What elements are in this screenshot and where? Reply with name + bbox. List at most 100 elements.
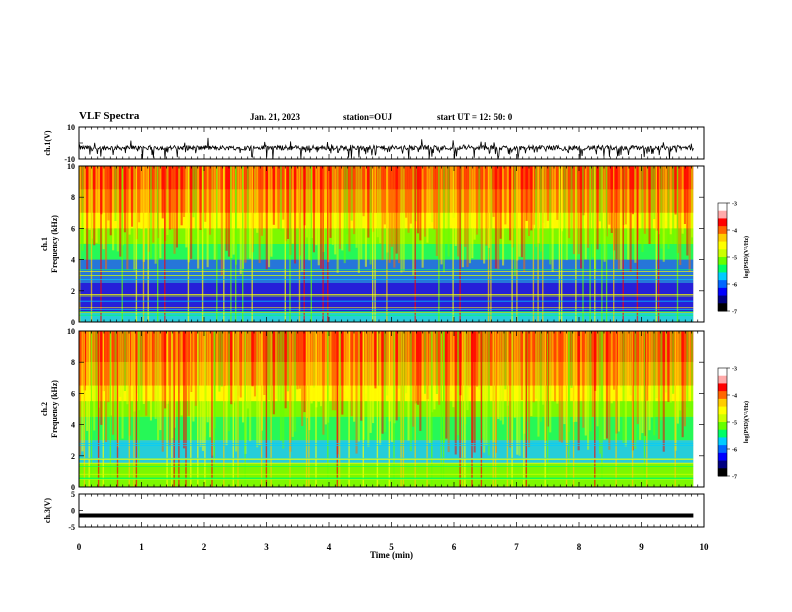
ch1-spectrogram-streak: [643, 166, 646, 234]
ch2-spectrogram-streak: [497, 331, 500, 419]
start-time-label: start UT = 12: 50: 0: [437, 112, 513, 122]
ch1-spectrogram-streak: [192, 166, 195, 218]
ch1-colorbar-tick-label: -5: [732, 256, 737, 262]
ch2-spectrogram-streak: [686, 331, 689, 408]
ch2-colorbar-segment: [718, 383, 727, 392]
ch1-spectrogram-impulse: [594, 166, 596, 322]
ch1-spectrogram-impulse: [414, 166, 416, 322]
ch1-spectrogram-streak: [551, 166, 554, 272]
ch2-spectrogram-streak: [676, 331, 679, 424]
ch1-spectrogram-streak: [476, 166, 479, 235]
ch2-spectrogram-streak: [268, 331, 271, 401]
ch1-spectrogram-streak: [674, 166, 677, 215]
ch2-spectrogram-ytick-label: 10: [67, 327, 75, 336]
ch1-spectrogram-impulse: [613, 166, 615, 322]
ch1-spectrogram-streak: [461, 166, 464, 268]
ch2-spectrogram-streak: [105, 331, 108, 442]
ch2-spectrogram-streak: [641, 331, 644, 434]
ch1-spectrogram-streak: [608, 166, 611, 225]
ch1-spectrogram-impulse: [230, 166, 232, 322]
ch2-spectrogram-streak: [320, 331, 323, 407]
ch2-spectrogram-streak: [473, 331, 476, 453]
ch1-spectrogram-streak: [409, 166, 412, 224]
ch1-spectrogram-streak: [107, 166, 110, 221]
ch2-spectrogram-ytick-label: 2: [71, 452, 75, 461]
ch1-spectrogram-streak: [95, 166, 98, 243]
ch2-spectrogram-streak: [140, 331, 143, 416]
ch1-spectrogram-streak: [610, 166, 613, 233]
ch1-spectrogram-streak: [686, 166, 689, 256]
ch1-spectrogram-streak: [81, 166, 84, 251]
ch2-spectrogram-streak: [218, 331, 221, 392]
ch1-spectrogram-streak: [126, 166, 129, 270]
ch2-spectrogram-streak: [577, 331, 580, 451]
ch2-spectrogram-streak: [206, 331, 209, 423]
ch2-spectrogram-streak: [582, 331, 585, 428]
ch1-spectrogram-streak: [554, 166, 557, 218]
ch1-spectrogram-impulse: [601, 166, 603, 322]
ch1-spectrogram-streak: [506, 166, 509, 225]
ch1-spectrogram-ytick-label: 0: [71, 318, 75, 327]
ch2-spectrogram-band: [79, 401, 694, 417]
ch2-spectrogram-streak: [301, 331, 304, 426]
ch2-colorbar-segment: [718, 391, 727, 400]
ch1-spectrogram-streak: [620, 166, 623, 270]
ch2-spectrogram-band: [79, 463, 694, 487]
ch2-spectrogram-impulse: [305, 331, 308, 487]
ch1-spectrogram-streak: [161, 166, 164, 219]
ch1-spectrogram-streak: [364, 166, 367, 267]
ch1-spectrogram-streak: [199, 166, 202, 230]
ch2-spectrogram-impulse: [237, 331, 239, 487]
ch2-colorbar-segment: [718, 414, 727, 423]
ch2-spectrogram-streak: [629, 331, 632, 396]
ch2-spectrogram-streak: [580, 331, 583, 399]
ch2-spectrogram-ytick-label: 4: [71, 421, 75, 430]
ch1-spectrogram-streak: [662, 166, 665, 262]
ch2-spectrogram-streak: [263, 331, 266, 395]
ch2-spectrogram-streak: [620, 331, 623, 388]
ch1-spectrogram-impulse: [135, 166, 138, 322]
ch1-spectrogram-streak: [154, 166, 157, 264]
ch2-spectrogram-streak: [324, 331, 327, 425]
ch1-spectrogram-impulse: [438, 166, 440, 322]
ch1-spectrogram-impulse: [216, 166, 218, 322]
ch1-spectrogram-streak: [178, 166, 181, 228]
ch1-spectrogram-streak: [683, 166, 686, 224]
ch1-colorbar-tick-label: -4: [732, 229, 737, 235]
ch3-ytick-label: 0: [71, 507, 75, 516]
ch2-spectrogram-streak: [450, 331, 453, 392]
ch1-spectrogram-streak: [291, 166, 294, 244]
ch1-spectrogram-impulse: [235, 166, 237, 322]
ch2-spectrogram-impulse: [525, 331, 527, 487]
ch1-spectrogram-streak: [568, 166, 571, 239]
ch2-spectrogram-impulse: [431, 331, 433, 487]
ch1-spectrogram-impulse: [676, 166, 679, 322]
ch1-spectrogram-impulse: [636, 166, 639, 322]
ch1-spectrogram-streak: [634, 166, 637, 263]
ch2-spectrogram-impulse: [223, 331, 225, 487]
ch1-spectrogram-streak: [211, 166, 214, 228]
ch1-spectrogram-streak: [93, 166, 96, 246]
ch1-spectrogram-streak: [565, 166, 568, 261]
ch2-spectrogram-streak: [277, 331, 280, 402]
ch2-spectrogram-impulse: [336, 331, 338, 487]
ch1-colorbar-segment: [718, 218, 727, 227]
ch2-spectrogram-ytick-label: 8: [71, 358, 75, 367]
x-tick-label: 8: [577, 542, 582, 552]
ch1-spectrogram-streak: [388, 166, 391, 263]
ch2-spectrogram-panel: 0 2 4 6 8 10 ch.2 Frequency (kHz): [40, 327, 705, 492]
ch1-spectrogram-streak: [239, 166, 242, 275]
ch1-spectrogram-streak: [185, 166, 188, 248]
ch2-spectrogram-band: [79, 416, 694, 441]
ch2-spectrogram-impulse: [674, 331, 676, 487]
ch2-spectrogram-streak: [478, 331, 481, 390]
ch2-spectrogram-streak: [688, 331, 691, 397]
ch2-spectrogram-streak: [381, 331, 384, 434]
ch1-spectrogram-streak: [336, 166, 339, 273]
ch3-ytick-label: 5: [71, 490, 75, 499]
ch2-spectrogram-impulse: [232, 331, 234, 487]
ch2-spectrogram-impulse: [523, 331, 525, 487]
ch2-spectrogram-impulse: [348, 331, 350, 487]
ch2-spectrogram-streak: [542, 331, 545, 405]
ch2-spectrogram-streak: [183, 331, 186, 449]
